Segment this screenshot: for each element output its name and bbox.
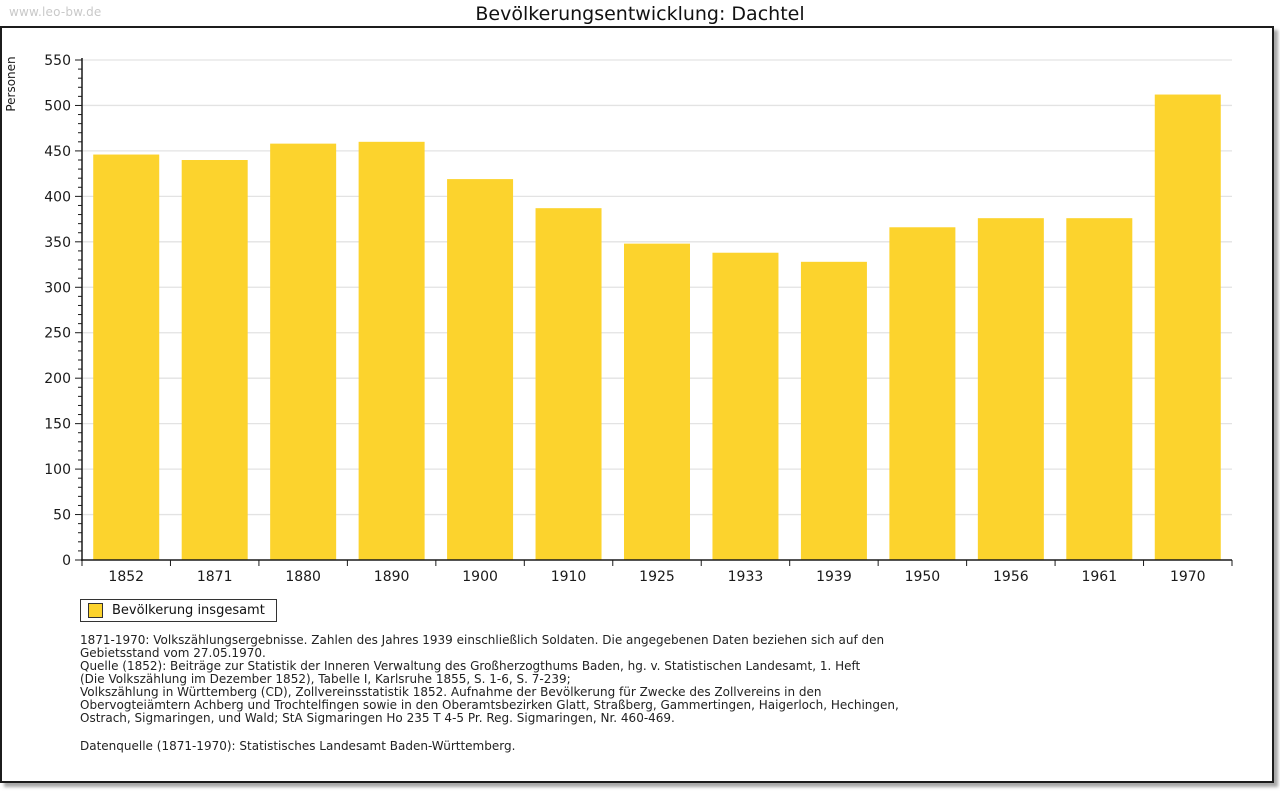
x-tick-label: 1925 xyxy=(639,569,675,585)
footnote-line: Ostrach, Sigmaringen, und Wald; StA Sigm… xyxy=(80,711,675,725)
y-tick-label: 0 xyxy=(62,553,71,569)
legend-swatch xyxy=(88,603,103,618)
bar-1852 xyxy=(93,154,160,560)
x-tick-label: 1956 xyxy=(993,569,1029,585)
x-tick-label: 1939 xyxy=(816,569,852,585)
x-tick-label: 1852 xyxy=(108,569,144,585)
bar-1939 xyxy=(800,261,867,560)
bar-1970 xyxy=(1154,94,1221,560)
bar-1910 xyxy=(535,208,602,560)
legend: Bevölkerung insgesamt xyxy=(80,599,277,622)
y-tick-label: 250 xyxy=(44,326,71,342)
footnote-line: Obervogteiämtern Achberg und Trochtelfin… xyxy=(80,698,899,712)
bar-1933 xyxy=(712,252,779,560)
bar-1871 xyxy=(181,160,248,560)
x-tick-label: 1933 xyxy=(728,569,764,585)
x-tick-label: 1890 xyxy=(374,569,410,585)
y-axis-label: Personen xyxy=(4,56,18,111)
bar-chart: 0 50 100 150 200 250 300 350 400 450 500 550 1852 187… xyxy=(4,53,1233,585)
x-tick-label: 1950 xyxy=(905,569,941,585)
bar-1900 xyxy=(447,179,514,560)
y-tick-label: 450 xyxy=(44,144,71,160)
y-tick-label: 500 xyxy=(44,98,71,114)
x-tick-label: 1961 xyxy=(1081,569,1117,585)
bar-1956 xyxy=(977,218,1044,560)
footnote-line: 1871-1970: Volkszählungsergebnisse. Zahl… xyxy=(80,633,885,647)
bar-1880 xyxy=(270,143,337,560)
x-tick-label: 1880 xyxy=(285,569,321,585)
footnote-line: Quelle (1852): Beiträge zur Statistik de… xyxy=(80,659,861,673)
footnotes: 1871-1970: Volkszählungsergebnisse. Zahl… xyxy=(80,634,899,753)
footnote-line: Gebietsstand vom 27.05.1970. xyxy=(80,646,266,660)
y-tick-label: 50 xyxy=(53,508,71,524)
y-tick-label: 200 xyxy=(44,371,71,387)
y-tick-label: 400 xyxy=(44,189,71,205)
legend-label: Bevölkerung insgesamt xyxy=(112,603,265,618)
x-tick-label: 1910 xyxy=(551,569,587,585)
datasource-line: Datenquelle (1871-1970): Statistisches L… xyxy=(80,739,516,753)
y-tick-label: 350 xyxy=(44,235,71,251)
page-title: Bevölkerungsentwicklung: Dachtel xyxy=(475,3,805,25)
footnote-line: Volkszählung in Württemberg (CD), Zollve… xyxy=(80,685,822,699)
bar-1890 xyxy=(358,141,425,560)
x-tick-label: 1900 xyxy=(462,569,498,585)
x-tick-label: 1871 xyxy=(197,569,233,585)
chart-image-frame: 0 50 100 150 200 250 300 350 400 450 500 550 1852 187… xyxy=(0,26,1274,783)
bar-1950 xyxy=(889,227,956,561)
bar-1925 xyxy=(624,243,690,561)
y-tick-label: 100 xyxy=(44,462,71,478)
footnote-line: (Die Volkszählung im Dezember 1852), Tab… xyxy=(80,672,571,686)
y-tick-label: 300 xyxy=(44,280,71,296)
watermark: www.leo-bw.de xyxy=(9,5,102,19)
y-tick-label: 550 xyxy=(44,53,71,69)
x-tick-label: 1970 xyxy=(1170,569,1206,585)
bar-1961 xyxy=(1066,218,1133,560)
y-tick-label: 150 xyxy=(44,417,71,433)
